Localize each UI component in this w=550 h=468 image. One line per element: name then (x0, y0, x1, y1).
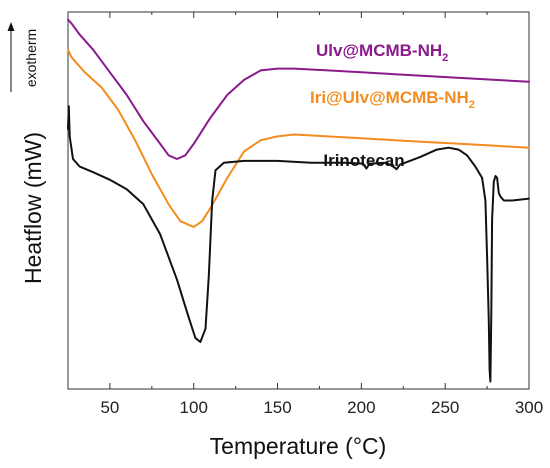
x-tick-label: 100 (180, 398, 208, 417)
series-line-iri-ulv-mcmb-nh (67, 48, 530, 228)
series-line-ulv-mcmb-nh (67, 18, 530, 160)
exotherm-arrow-head-icon (7, 22, 15, 31)
x-tick-labels: 50 100 150 200 250 300 (100, 398, 543, 417)
plot-frame (67, 11, 530, 390)
x-tick-label: 150 (263, 398, 291, 417)
exotherm-indicator: exotherm (7, 22, 39, 92)
x-tick-label: 250 (431, 398, 459, 417)
series-label-iri-ulv-mcmb-nh: Iri@Ulv@MCMB-NH2 (310, 88, 475, 111)
series-labels: Ulv@MCMB-NH2 Iri@Ulv@MCMB-NH2 Irinotecan (310, 41, 475, 170)
x-tick-label: 300 (515, 398, 543, 417)
axes (67, 11, 530, 390)
exotherm-label: exotherm (23, 29, 39, 87)
series-label-irinotecan: Irinotecan (323, 151, 404, 170)
series-label-ulv-mcmb-nh: Ulv@MCMB-NH2 (316, 41, 448, 64)
series-group (67, 18, 530, 383)
x-tick-label: 200 (347, 398, 375, 417)
y-axis-title: Heatflow (mW) (20, 132, 46, 284)
x-tick-label: 50 (100, 398, 119, 417)
series-line-irinotecan (67, 105, 530, 383)
x-axis-title: Temperature (°C) (210, 433, 387, 459)
